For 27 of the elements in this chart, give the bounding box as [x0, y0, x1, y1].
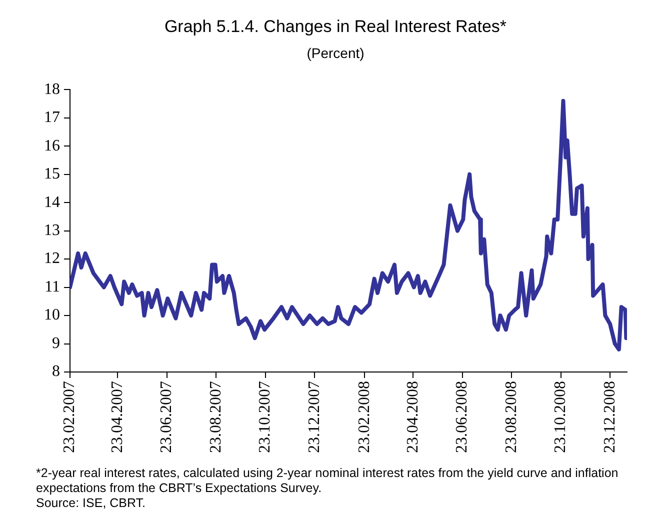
x-tick-label: 23.06.2008 — [454, 381, 471, 453]
y-tick-label: 11 — [44, 278, 60, 296]
text: *2-year real interest rates, calculated using 2-year nominal interest rates from the yield curve and inflation expectations from the CBRT’s Expectations Survey. — [36, 466, 620, 496]
y-tick-label: 16 — [44, 137, 60, 154]
chart-subtitle: (Percent) — [306, 45, 366, 61]
y-tick-label: 9 — [52, 334, 60, 352]
x-tick-label: 23.08.2007 — [207, 381, 224, 453]
x-tick-label: 23.12.2007 — [306, 381, 323, 453]
x-tick-label: 23.12.2008 — [601, 381, 618, 453]
y-tick-label: 13 — [44, 222, 60, 240]
x-tick-label: 23.10.2008 — [552, 381, 570, 453]
y-tick-label: 10 — [44, 306, 60, 324]
y-tick-label: 15 — [44, 166, 60, 183]
x-tick-label: 23.02.2007 — [61, 381, 78, 453]
x-tick-label: 23.10.2007 — [256, 381, 274, 453]
y-tick-label: 18 — [44, 80, 60, 98]
source-note: Source: ISE, CBRT. — [36, 496, 147, 511]
x-tick-label: 23.06.2007 — [158, 381, 176, 453]
x-tick-label: 23.08.2008 — [502, 381, 520, 453]
x-tick-label: 23.04.2007 — [108, 381, 126, 453]
y-tick-label: 8 — [52, 363, 60, 380]
x-tick-label: 23.02.2008 — [356, 381, 373, 453]
y-tick-label: 17 — [44, 109, 60, 126]
x-tick-label: 23.04.2008 — [404, 381, 422, 453]
y-tick-label: 14 — [44, 194, 60, 211]
y-tick-label: 12 — [44, 250, 60, 268]
chart-title: Graph 5.1.4. Changes in Real Interest Rates* — [163, 17, 508, 37]
